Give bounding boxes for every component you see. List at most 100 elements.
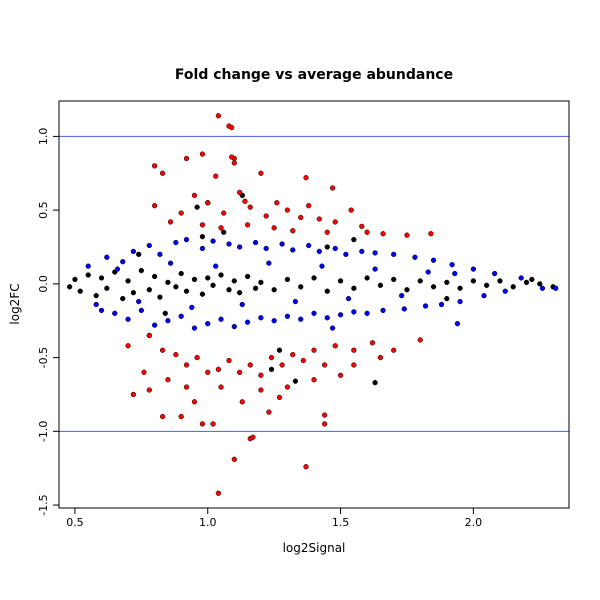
data-points — [66, 113, 559, 496]
data-point — [274, 200, 280, 206]
data-point — [215, 366, 222, 373]
data-point — [239, 399, 245, 405]
data-point — [125, 278, 131, 284]
data-point — [136, 298, 142, 305]
data-point — [247, 204, 253, 210]
data-point — [229, 154, 235, 160]
data-point — [157, 251, 163, 258]
data-point — [539, 285, 546, 291]
data-point — [199, 151, 206, 157]
data-point — [276, 394, 283, 401]
data-point — [298, 214, 304, 221]
data-point — [85, 263, 91, 269]
data-point — [380, 307, 386, 314]
x-axis-label: log2Signal — [283, 541, 346, 555]
x-tick-label: 1.0 — [199, 516, 217, 529]
data-point — [332, 245, 338, 252]
data-point — [199, 291, 206, 297]
data-point — [239, 301, 245, 308]
data-point — [321, 412, 328, 418]
data-point — [428, 231, 434, 237]
data-point — [452, 270, 458, 277]
data-point — [226, 287, 232, 293]
data-point — [189, 304, 195, 311]
threshold-lines — [59, 135, 569, 432]
data-point — [173, 284, 179, 290]
data-point — [337, 372, 344, 378]
data-point — [205, 369, 211, 375]
data-point — [268, 354, 275, 361]
data-point — [271, 287, 277, 293]
data-point — [258, 315, 264, 321]
y-tick-label: -0.5 — [37, 347, 50, 368]
chart-title: Fold change vs average abundance — [175, 67, 453, 83]
data-point — [364, 310, 370, 316]
data-point — [120, 295, 126, 302]
data-point — [529, 276, 535, 283]
data-point — [372, 380, 378, 386]
data-point — [364, 229, 370, 235]
data-point — [146, 242, 152, 249]
data-point — [454, 321, 461, 327]
data-point — [112, 310, 118, 316]
data-point — [290, 228, 296, 234]
data-point — [136, 251, 142, 258]
data-point — [213, 263, 219, 269]
data-point — [404, 287, 410, 293]
data-point — [537, 281, 543, 287]
data-point — [279, 362, 285, 368]
data-point — [183, 288, 190, 294]
data-point — [183, 384, 190, 390]
data-point — [199, 234, 206, 240]
data-point — [98, 275, 105, 281]
data-point — [218, 272, 224, 278]
data-point — [173, 239, 179, 246]
data-point — [215, 113, 222, 119]
data-point — [191, 192, 198, 199]
data-point — [151, 203, 158, 209]
data-point — [332, 343, 338, 349]
data-point — [72, 276, 78, 283]
data-point — [449, 262, 455, 268]
data-point — [130, 248, 137, 255]
data-point — [167, 260, 174, 266]
data-point — [324, 229, 330, 235]
data-point — [457, 298, 463, 305]
data-point — [364, 275, 370, 281]
data-point — [300, 357, 307, 364]
data-point — [348, 207, 354, 213]
data-point — [199, 245, 206, 252]
data-point — [66, 284, 73, 290]
data-point — [165, 279, 171, 286]
data-point — [377, 282, 384, 288]
data-point — [481, 293, 487, 299]
data-point — [199, 222, 206, 228]
data-point — [470, 278, 477, 284]
data-point — [247, 362, 253, 368]
y-tick-label: 1.0 — [37, 128, 50, 146]
data-point — [221, 229, 227, 235]
data-point — [470, 266, 477, 272]
data-point — [271, 225, 277, 231]
y-tick-label: 0.0 — [37, 275, 50, 293]
data-point — [258, 387, 264, 393]
data-point — [244, 273, 251, 280]
data-point — [263, 213, 269, 219]
data-point — [518, 275, 524, 281]
data-point — [178, 413, 184, 420]
data-point — [205, 200, 211, 206]
data-point — [162, 310, 168, 316]
data-point — [380, 231, 386, 237]
data-point — [266, 409, 272, 415]
data-point — [491, 270, 498, 277]
data-point — [159, 347, 166, 353]
data-point — [457, 285, 463, 291]
x-tick-label: 1.5 — [332, 516, 350, 529]
data-point — [497, 278, 503, 284]
data-point — [351, 285, 357, 291]
y-tick-label: -1.5 — [37, 494, 50, 515]
data-point — [303, 464, 309, 470]
data-point — [138, 307, 144, 314]
